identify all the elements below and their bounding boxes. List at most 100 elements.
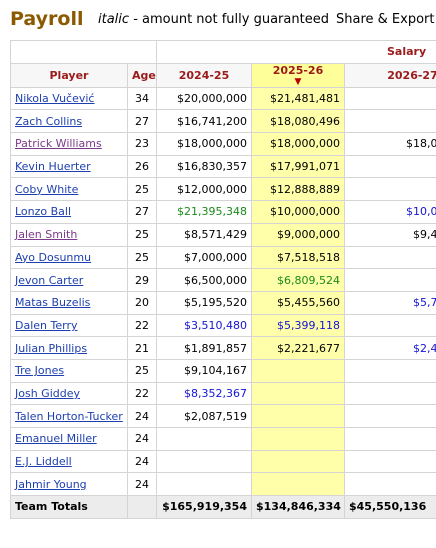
cell xyxy=(343,449,436,474)
cell-text: $6,809,524 xyxy=(277,273,340,287)
cell xyxy=(343,404,436,428)
cell xyxy=(343,86,436,111)
cell-text: 27 xyxy=(135,205,149,219)
cell-text: $9,428,571 xyxy=(413,228,436,242)
group-header-row: Salary xyxy=(10,40,436,64)
cell: 20 xyxy=(127,290,157,315)
player-link[interactable]: Jahmir Young xyxy=(15,477,87,491)
cell: Jevon Carter xyxy=(10,268,128,292)
player-link[interactable]: Dalen Terry xyxy=(15,318,78,332)
cell-text: $9,000,000 xyxy=(277,228,340,242)
cell-text: 24 xyxy=(135,432,149,446)
cell: 25 xyxy=(127,177,157,202)
player-row: E.J. Liddell 24 xyxy=(10,449,436,474)
player-link[interactable]: Julian Phillips xyxy=(15,341,88,355)
cell: $5,455,560 xyxy=(251,290,345,315)
player-link[interactable]: Lonzo Ball xyxy=(15,205,72,219)
cell: Zach Collins xyxy=(10,109,128,134)
cell xyxy=(343,177,436,202)
player-link[interactable]: Kevin Huerter xyxy=(15,160,91,174)
cell: $17,991,071 xyxy=(251,154,345,179)
cell: 21 xyxy=(127,336,157,360)
player-link[interactable]: E.J. Liddell xyxy=(15,455,72,469)
player-link[interactable]: Coby White xyxy=(15,182,79,196)
player-row: Jahmir Young 24 xyxy=(10,472,436,497)
player-link[interactable]: Nikola Vučević xyxy=(15,92,95,106)
player-link[interactable]: Patrick Williams xyxy=(15,137,102,151)
cell-text: 24 xyxy=(135,455,149,469)
share-export[interactable]: Share & Export xyxy=(336,12,435,27)
cell xyxy=(156,427,252,451)
cell: $18,000,000 xyxy=(251,132,345,156)
cell-text: $3,510,480 xyxy=(184,318,247,332)
cell: Ayo Dosunmu xyxy=(10,245,128,270)
cell-text: 24 xyxy=(135,409,149,423)
player-link[interactable]: Jevon Carter xyxy=(15,273,84,287)
player-link[interactable]: Josh Giddey xyxy=(15,386,80,400)
cell-text: 21 xyxy=(135,341,149,355)
cell xyxy=(251,404,345,428)
cell-text: $6,500,000 xyxy=(184,273,247,287)
cell xyxy=(343,427,436,451)
cell: $8,571,429 xyxy=(156,222,252,247)
player-row: Talen Horton-Tucker 24 $2,087,519 xyxy=(10,404,436,428)
cell: $16,741,200 xyxy=(156,109,252,134)
player-link[interactable]: Emanuel Miller xyxy=(15,432,97,446)
column-header[interactable]: 2024-25 xyxy=(156,62,252,88)
player-link[interactable]: Tre Jones xyxy=(15,364,65,378)
cell: Patrick Williams xyxy=(10,132,128,156)
cell: $5,399,118 xyxy=(251,313,345,338)
cell xyxy=(343,313,436,338)
cell-text: $134,846,334 xyxy=(256,500,341,514)
cell-text: 25 xyxy=(135,182,149,196)
player-row: Zach Collins 27 $16,741,200 $18,080,496 xyxy=(10,109,436,134)
cell xyxy=(343,109,436,134)
cell-text: $18,000,000 xyxy=(406,137,436,151)
cell-text: $12,000,000 xyxy=(177,182,247,196)
cell: $5,715,360 xyxy=(343,290,436,315)
column-header[interactable]: Player xyxy=(10,62,128,88)
player-link[interactable]: Zach Collins xyxy=(15,114,83,128)
cell: Emanuel Miller xyxy=(10,427,128,451)
cell-text: $16,741,200 xyxy=(177,114,247,128)
cell-text: $20,000,000 xyxy=(177,92,247,106)
cell xyxy=(251,358,345,383)
cell: $7,000,000 xyxy=(156,245,252,270)
cell-text: $2,406,205 xyxy=(413,341,436,355)
cell: 26 xyxy=(127,154,157,179)
cell: $9,104,167 xyxy=(156,358,252,383)
cell: $20,000,000 xyxy=(156,86,252,111)
cell-text: Team Totals xyxy=(15,500,88,514)
column-header[interactable]: 2026-27 xyxy=(343,62,436,88)
player-row: Matas Buzelis 20 $5,195,520 $5,455,560 $5,71… xyxy=(10,290,436,315)
cell: $7,518,518 xyxy=(251,245,345,270)
player-row: Dalen Terry 22 $3,510,480 $5,399,118 xyxy=(10,313,436,338)
column-label: 2025-26 xyxy=(272,63,324,77)
cell: $3,510,480 xyxy=(156,313,252,338)
cell-text: $5,399,118 xyxy=(277,318,340,332)
cell: Jahmir Young xyxy=(10,472,128,497)
player-link[interactable]: Jalen Smith xyxy=(15,228,78,242)
cell-text: 20 xyxy=(135,296,149,310)
cell: Jalen Smith xyxy=(10,222,128,247)
player-link[interactable]: Ayo Dosunmu xyxy=(15,250,92,264)
player-row: Lonzo Ball 27 $21,395,348 $10,000,000 $10,00… xyxy=(10,200,436,224)
note-text: - amount not fully guaranteed xyxy=(133,12,329,27)
column-header[interactable]: 2025-26 ▼ xyxy=(251,62,345,88)
cell-text: $8,571,429 xyxy=(184,228,247,242)
cell: $9,000,000 xyxy=(251,222,345,247)
cell: 34 xyxy=(127,86,157,111)
cell: Kevin Huerter xyxy=(10,154,128,179)
cell-text: $21,481,481 xyxy=(270,92,340,106)
header-row: Player Age 2024-25 2025-26 ▼ 2026-27 xyxy=(10,62,436,88)
cell: 25 xyxy=(127,222,157,247)
column-label: Age xyxy=(132,68,156,82)
cell: $12,888,889 xyxy=(251,177,345,202)
column-header[interactable]: Age xyxy=(127,62,157,88)
payroll-table: Salary Player Age 2024-25 2025-26 ▼ 2026-27 N… xyxy=(10,40,436,519)
cell: Nikola Vučević xyxy=(10,86,128,111)
player-link[interactable]: Talen Horton-Tucker xyxy=(15,409,123,423)
cell-text: $18,000,000 xyxy=(177,137,247,151)
player-link[interactable]: Matas Buzelis xyxy=(15,296,91,310)
player-row: Tre Jones 25 $9,104,167 xyxy=(10,358,436,383)
